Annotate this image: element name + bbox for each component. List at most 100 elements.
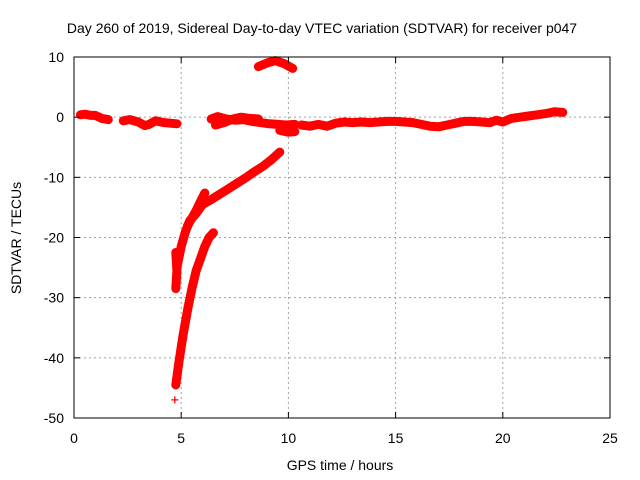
data-point [197,197,204,205]
x-tick-labels: 0 5 10 15 20 25 [70,430,618,446]
y-tick-label: 10 [48,49,64,65]
data-point [265,120,273,128]
data-point [207,196,215,204]
data-point [242,174,249,182]
data-point [207,115,215,123]
y-tick-label: -40 [44,350,64,366]
data-point [254,115,262,123]
data-point [280,60,288,68]
data-point [188,214,196,222]
data-point [276,126,284,134]
data-point [134,118,142,126]
data-point [172,285,180,293]
data-point [104,116,112,124]
data-point [119,117,127,125]
data-point [392,117,400,125]
y-tick-label: -30 [44,290,64,306]
data-point [435,123,442,131]
data-point [550,108,558,116]
data-point [177,243,185,250]
data-point [184,222,192,229]
data-point [179,330,187,338]
data-point [224,185,232,193]
data-point [175,357,183,365]
data-band [408,107,568,132]
data-point [452,119,460,127]
data-point [291,128,299,136]
data-point [297,121,305,129]
data-point [250,168,258,176]
y-tick-label: 0 [56,109,64,125]
data-point [349,119,357,127]
x-tick-label: 0 [70,430,78,446]
data-point [533,111,541,119]
y-tick-labels: 10 0 -10 -20 -30 -40 -50 [44,49,64,426]
data-point [272,57,279,65]
y-tick-label: -50 [44,410,64,426]
data-point [516,113,524,121]
data-point [237,113,245,121]
data-point [525,112,532,120]
data-point [426,122,434,130]
data-point [172,249,180,256]
data-point [276,148,284,156]
data-point [152,117,159,125]
data-point [98,114,106,122]
data-point [173,267,181,275]
data-points [75,56,568,404]
data-point [460,117,468,125]
data-point [507,114,515,122]
data-point [212,121,219,129]
data-point [469,117,477,125]
data-point [443,121,451,129]
grid [74,57,610,418]
data-point [172,381,180,389]
y-axis-label: SDTVAR / TECUs [8,182,24,294]
data-point [233,179,241,187]
data-point [323,122,331,130]
data-point [81,110,89,118]
data-point [267,156,275,164]
data-point [559,108,567,116]
chart-title: Day 260 of 2019, Sidereal Day-to-day VTE… [67,20,577,36]
data-point [209,229,217,237]
data-point [205,234,213,241]
data-point [229,115,237,123]
x-tick-label: 20 [495,430,511,446]
data-point [160,119,168,127]
data-point [477,118,485,126]
data-point [216,190,224,198]
data-point [197,255,204,263]
data-point [91,111,99,119]
data-point [201,243,209,250]
data-point [332,119,340,127]
data-point [289,64,297,72]
y-tick-label: -20 [44,230,64,246]
data-point [201,189,209,197]
data-point [357,118,365,126]
data-point [306,122,314,130]
data-point [492,116,500,124]
data-point [383,117,391,125]
x-tick-label: 5 [177,430,185,446]
data-point [246,114,254,122]
x-tick-label: 15 [388,430,404,446]
x-axis-label: GPS time / hours [287,457,394,473]
data-point [374,118,382,126]
axis-ticks [73,56,611,419]
data-point [141,122,149,130]
data-point [542,110,550,118]
data-point [409,119,417,127]
data-point [220,119,228,127]
data-point [126,116,134,124]
data-point [263,59,271,67]
data-point [184,306,192,314]
data-point [167,119,174,127]
data-point [145,120,153,128]
data-point [192,206,200,214]
x-tick-label: 10 [281,430,297,446]
data-point [171,396,179,404]
data-point [486,119,494,127]
data-point [499,118,507,126]
data-point [173,120,181,128]
